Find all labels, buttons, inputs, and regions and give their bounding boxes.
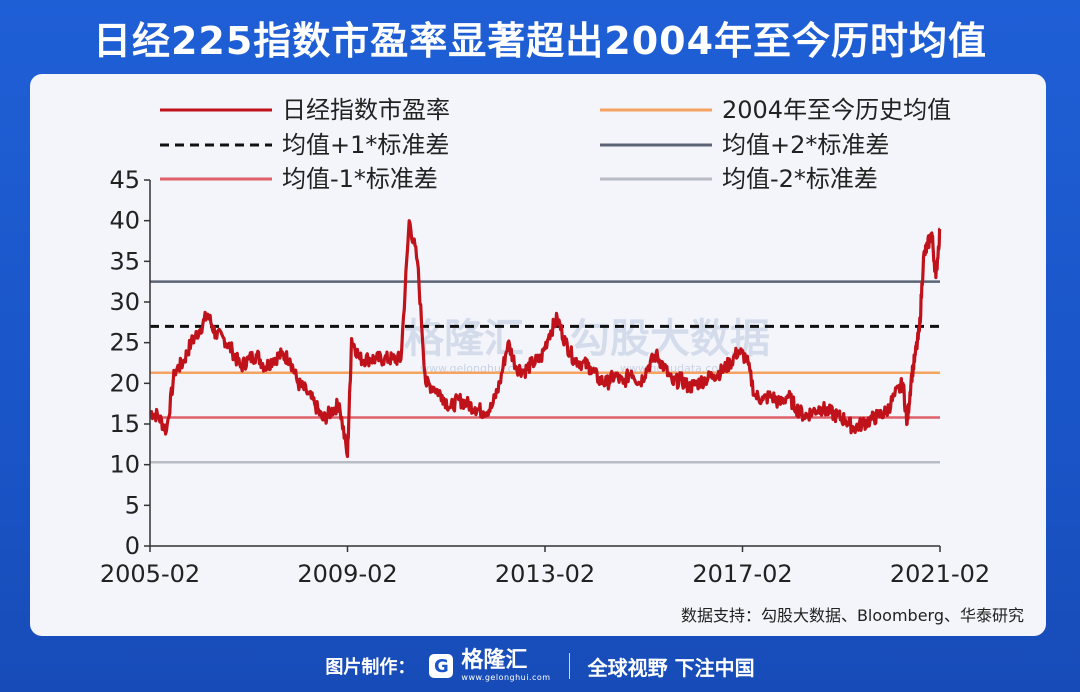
pe-series-line — [149, 219, 942, 459]
footer-logo-domain: www.gelonghui.com — [461, 673, 551, 682]
legend-label-6: 均值-2*标准差 — [722, 165, 878, 193]
x-tick-label-4: 2021-02 — [890, 560, 990, 588]
y-tick-label-20: 20 — [109, 369, 140, 397]
legend-label-2: 2004年至今历史均值 — [722, 96, 951, 124]
chart-card: 格隆汇 勾股大数据 www.gelonghui.com www.gogudata.co… — [30, 74, 1046, 636]
legend-label-1: 日经指数市盈率 — [282, 96, 450, 124]
y-tick-label-0: 0 — [125, 532, 140, 560]
footer-logo-name: 格隆汇 — [461, 648, 528, 673]
gelonghui-logo-icon: G — [429, 654, 454, 678]
footer-bar: 图片制作： G 格隆汇 www.gelonghui.com 全球视野 下注中国 — [0, 648, 1080, 684]
y-tick-label-40: 40 — [109, 207, 140, 235]
legend-label-5: 均值-1*标准差 — [282, 165, 438, 193]
x-tick-label-1: 2009-02 — [297, 560, 397, 588]
page-title: 日经225指数市盈率显著超出2004年至今历时均值 — [92, 19, 988, 63]
legend-label-4: 均值+2*标准差 — [722, 131, 889, 159]
legend-label-3: 均值+1*标准差 — [282, 131, 449, 159]
x-tick-label-0: 2005-02 — [100, 560, 200, 588]
y-tick-label-25: 25 — [109, 329, 140, 357]
footer-slogan: 全球视野 下注中国 — [587, 655, 755, 680]
footer-divider — [568, 653, 570, 679]
x-tick-label-3: 2017-02 — [692, 560, 792, 588]
x-tick-label-2: 2013-02 — [495, 560, 595, 588]
y-tick-label-30: 30 — [109, 288, 140, 316]
y-tick-label-15: 15 — [109, 410, 140, 438]
y-tick-label-5: 5 — [125, 491, 140, 519]
y-tick-label-35: 35 — [109, 247, 140, 275]
footer-logo: 格隆汇 www.gelonghui.com — [461, 650, 550, 682]
data-source-note: 数据支持：勾股大数据、Bloomberg、华泰研究 — [680, 606, 1024, 625]
y-tick-label-45: 45 — [109, 166, 140, 194]
y-tick-label-10: 10 — [109, 451, 140, 479]
footer-credit-label: 图片制作： — [325, 657, 416, 678]
